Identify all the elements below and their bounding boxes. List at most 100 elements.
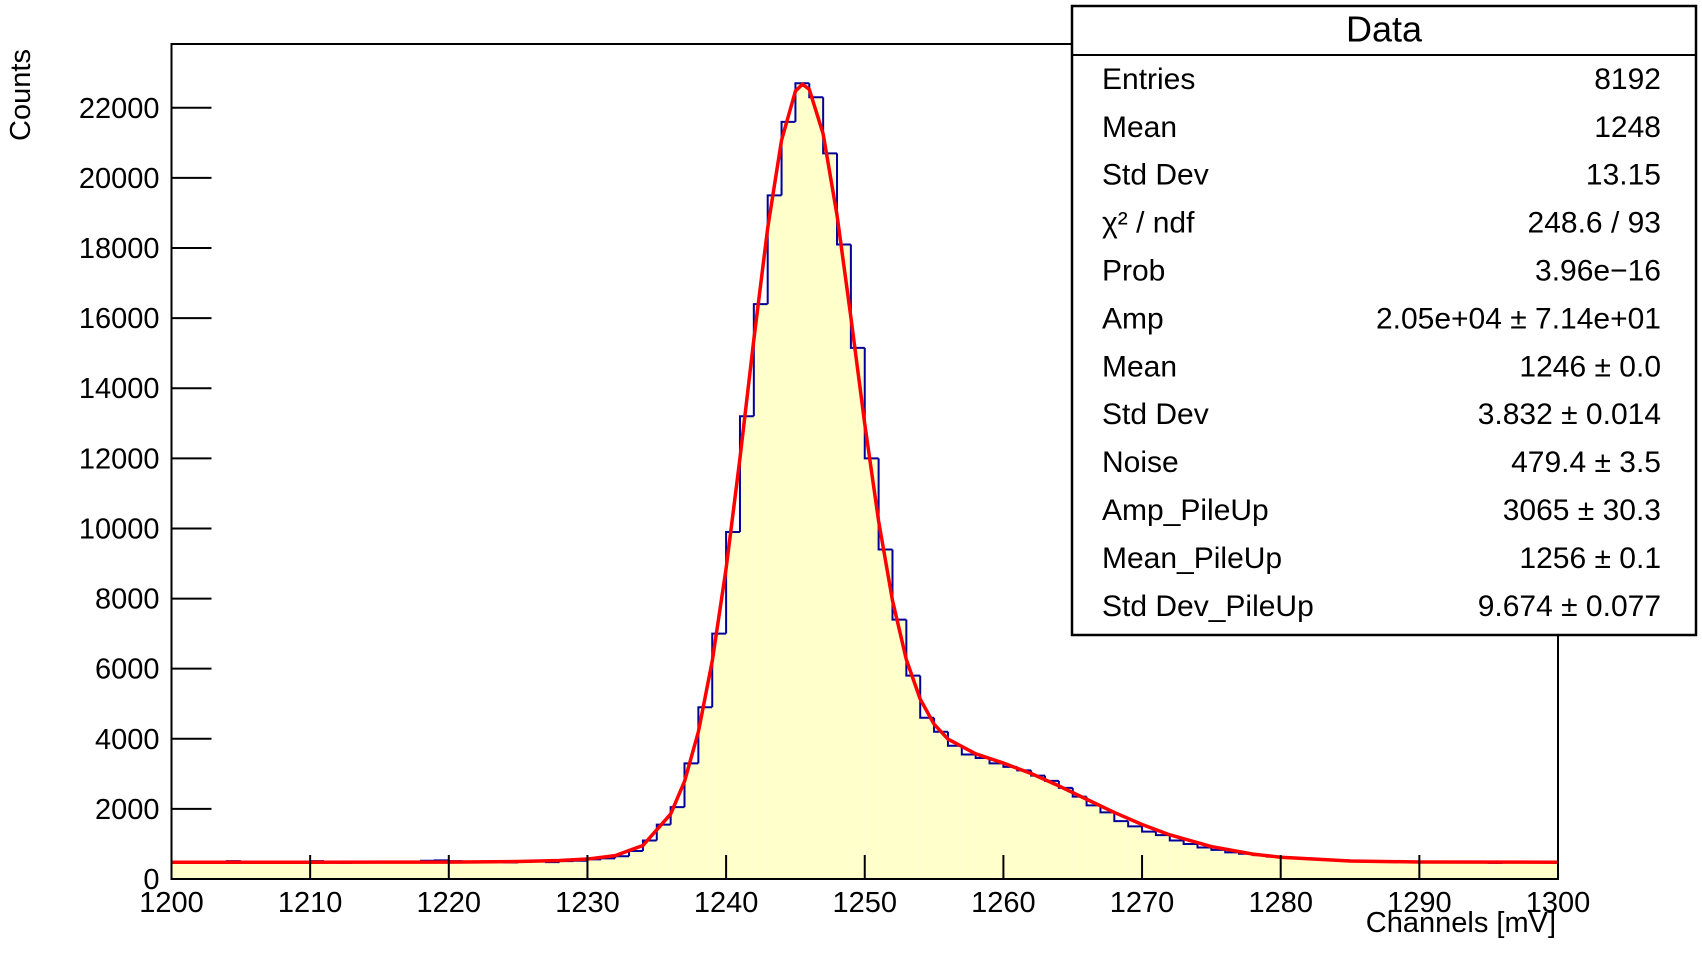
- bar: [1363, 861, 1378, 879]
- x-tick-label: 1230: [555, 887, 620, 919]
- stats-label: Mean: [1102, 350, 1177, 383]
- x-tick-label: 1300: [1526, 887, 1591, 919]
- bar: [642, 840, 657, 879]
- bar: [434, 860, 449, 879]
- x-tick-label: 1250: [832, 887, 897, 919]
- bar: [656, 824, 671, 879]
- bar: [365, 861, 380, 879]
- bar: [282, 861, 297, 879]
- stats-box: Data Entries 8192 Mean 1248 Std Dev 13.15 χ² / …: [1070, 4, 1698, 637]
- bar-outline: [711, 632, 727, 708]
- bar-outline: [863, 347, 879, 460]
- stats-label: Std Dev: [1102, 159, 1209, 192]
- bar: [1128, 826, 1143, 879]
- x-tick-label: 1290: [1387, 887, 1452, 919]
- bar-outline: [794, 82, 810, 122]
- bar: [504, 862, 519, 879]
- bar: [823, 153, 838, 880]
- bar-outline: [1182, 840, 1198, 845]
- stats-label: Mean_PileUp: [1102, 542, 1282, 575]
- bar: [878, 549, 893, 879]
- bar-outline: [683, 762, 699, 808]
- bar: [1391, 861, 1406, 879]
- bar-outline: [738, 415, 754, 532]
- bar: [1155, 835, 1170, 879]
- bar: [490, 861, 505, 879]
- fit-curve: [171, 82, 1559, 864]
- stats-label: Std Dev: [1102, 398, 1209, 431]
- bar: [712, 633, 727, 879]
- bar: [961, 754, 976, 879]
- y-tick-label: 2000: [95, 794, 160, 826]
- bar: [906, 675, 921, 879]
- bar: [518, 861, 532, 879]
- bar-outline: [960, 745, 976, 756]
- bar-outline: [669, 806, 685, 825]
- bar-outline: [822, 97, 838, 155]
- bar: [226, 861, 241, 879]
- bar: [324, 862, 338, 879]
- y-tick-label: 4000: [95, 724, 160, 756]
- bar: [1544, 862, 1558, 879]
- bar: [781, 121, 796, 879]
- stats-value: 3.832 ± 0.014: [1478, 398, 1661, 431]
- bar: [1239, 853, 1253, 879]
- stats-label: Entries: [1102, 63, 1195, 96]
- bar: [531, 861, 546, 879]
- bar: [1460, 861, 1475, 879]
- bar: [934, 731, 948, 879]
- x-tick-label: 1240: [694, 887, 759, 919]
- stats-label: Std Dev_PileUp: [1102, 590, 1314, 623]
- bar: [1252, 855, 1267, 879]
- bar: [1530, 861, 1545, 879]
- bar-outline: [752, 303, 768, 417]
- bar-outline: [697, 706, 713, 764]
- bar-outline: [877, 458, 893, 551]
- stats-value: 13.15: [1586, 159, 1661, 192]
- stats-value: 1246 ± 0.0: [1519, 350, 1661, 383]
- stats-frame: [1070, 4, 1698, 637]
- stats-value: 3065 ± 30.3: [1503, 494, 1661, 527]
- bar: [739, 416, 754, 879]
- y-tick-label: 16000: [79, 303, 160, 335]
- y-tick-label: 20000: [79, 163, 160, 195]
- bar: [268, 861, 283, 879]
- stats-value: 1256 ± 0.1: [1519, 542, 1661, 575]
- bar: [753, 304, 768, 879]
- stats-value: 479.4 ± 3.5: [1511, 446, 1661, 479]
- bar: [462, 861, 477, 879]
- bar: [421, 860, 435, 879]
- bar: [1183, 843, 1198, 879]
- bar-outline: [1113, 812, 1129, 823]
- stats-label: Prob: [1102, 255, 1165, 288]
- bar: [587, 859, 602, 879]
- bar: [476, 862, 491, 879]
- bar-outline: [641, 839, 657, 851]
- bar: [1169, 840, 1184, 879]
- bar: [684, 763, 699, 879]
- bar: [199, 862, 214, 879]
- bar: [1336, 860, 1351, 879]
- y-tick-label: 14000: [79, 373, 160, 405]
- bar: [1419, 861, 1434, 879]
- bar: [1086, 805, 1101, 879]
- bar: [947, 745, 962, 879]
- y-axis-label: Counts: [5, 49, 37, 141]
- bar: [1294, 858, 1309, 879]
- bar: [1225, 852, 1240, 879]
- stats-label: χ² / ndf: [1102, 207, 1195, 240]
- stats-label: Amp: [1102, 302, 1164, 335]
- bar: [559, 861, 574, 879]
- stats-value: 3.96e−16: [1535, 255, 1661, 288]
- y-tick-label: 18000: [79, 233, 160, 265]
- bar: [407, 862, 422, 879]
- y-tick-label: 0: [143, 864, 159, 896]
- bar: [379, 862, 394, 879]
- y-tick-label: 12000: [79, 443, 160, 475]
- y-tick-label: 8000: [95, 584, 160, 616]
- bar: [1280, 857, 1295, 879]
- bar: [1405, 862, 1420, 879]
- bar: [1433, 862, 1448, 879]
- bar: [1197, 847, 1212, 879]
